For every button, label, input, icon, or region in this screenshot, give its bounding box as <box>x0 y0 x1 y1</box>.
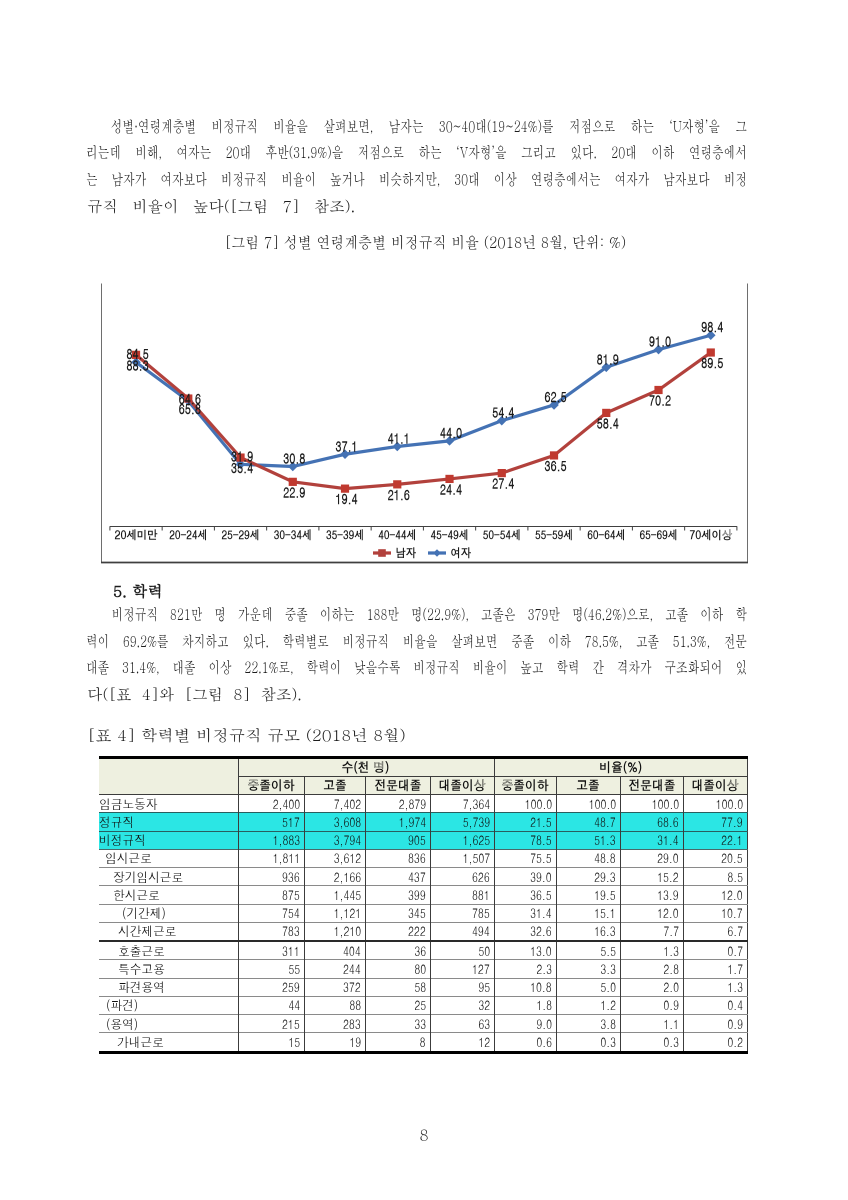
svg-text:62.5: 62.5 <box>544 386 566 406</box>
svg-text:22.9: 22.9 <box>283 481 305 501</box>
svg-text:41.1: 41.1 <box>388 428 410 448</box>
svg-text:88.3: 88.3 <box>126 354 148 374</box>
svg-text:64.6: 64.6 <box>179 388 201 408</box>
svg-text:50-54세: 50-54세 <box>483 527 521 543</box>
svg-text:81.9: 81.9 <box>597 348 619 368</box>
svg-text:여자: 여자 <box>451 545 472 561</box>
svg-text:20세미만: 20세미만 <box>115 527 158 543</box>
svg-text:91.0: 91.0 <box>649 331 671 351</box>
svg-text:21.6: 21.6 <box>388 484 410 504</box>
svg-text:24.4: 24.4 <box>440 478 462 498</box>
svg-text:70세이상: 70세이상 <box>689 527 732 543</box>
svg-text:30.8: 30.8 <box>283 448 305 468</box>
svg-text:30-34세: 30-34세 <box>274 527 312 543</box>
svg-text:40-44세: 40-44세 <box>378 527 416 543</box>
svg-text:25-29세: 25-29세 <box>222 527 260 543</box>
svg-text:44.0: 44.0 <box>440 422 462 442</box>
svg-text:65.8: 65.8 <box>179 398 201 418</box>
svg-text:35.4: 35.4 <box>231 457 253 477</box>
svg-text:36.5: 36.5 <box>544 455 566 475</box>
svg-text:55-59세: 55-59세 <box>535 527 573 543</box>
svg-text:31.9: 31.9 <box>231 445 253 465</box>
svg-text:70.2: 70.2 <box>649 389 671 409</box>
svg-text:89.5: 89.5 <box>701 352 723 372</box>
svg-text:37.1: 37.1 <box>335 435 357 455</box>
svg-text:27.4: 27.4 <box>492 473 514 493</box>
svg-text:98.4: 98.4 <box>701 316 723 336</box>
svg-text:20-24세: 20-24세 <box>169 527 207 543</box>
svg-text:35-39세: 35-39세 <box>326 527 364 543</box>
svg-text:45-49세: 45-49세 <box>431 527 469 543</box>
svg-text:19.4: 19.4 <box>335 488 357 508</box>
svg-text:60-64세: 60-64세 <box>587 527 625 543</box>
svg-text:84.5: 84.5 <box>126 343 148 363</box>
svg-text:58.4: 58.4 <box>597 412 619 432</box>
svg-text:54.4: 54.4 <box>492 402 514 422</box>
svg-text:65-69세: 65-69세 <box>640 527 678 543</box>
svg-text:남자: 남자 <box>396 545 417 561</box>
